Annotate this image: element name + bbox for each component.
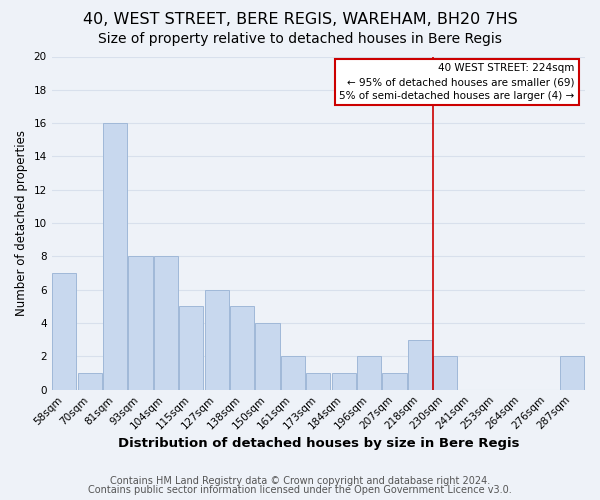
Bar [306, 373, 331, 390]
Bar [230, 306, 254, 390]
Bar [281, 356, 305, 390]
Text: Contains public sector information licensed under the Open Government Licence v3: Contains public sector information licen… [88, 485, 512, 495]
X-axis label: Distribution of detached houses by size in Bere Regis: Distribution of detached houses by size … [118, 437, 519, 450]
Bar [154, 256, 178, 390]
Text: 40 WEST STREET: 224sqm
← 95% of detached houses are smaller (69)
5% of semi-deta: 40 WEST STREET: 224sqm ← 95% of detached… [339, 63, 574, 101]
Bar [357, 356, 381, 390]
Bar [179, 306, 203, 390]
Bar [128, 256, 152, 390]
Text: 40, WEST STREET, BERE REGIS, WAREHAM, BH20 7HS: 40, WEST STREET, BERE REGIS, WAREHAM, BH… [83, 12, 517, 28]
Bar [382, 373, 407, 390]
Bar [433, 356, 457, 390]
Bar [332, 373, 356, 390]
Bar [77, 373, 102, 390]
Bar [256, 323, 280, 390]
Bar [103, 123, 127, 390]
Text: Size of property relative to detached houses in Bere Regis: Size of property relative to detached ho… [98, 32, 502, 46]
Y-axis label: Number of detached properties: Number of detached properties [15, 130, 28, 316]
Bar [205, 290, 229, 390]
Bar [560, 356, 584, 390]
Bar [52, 273, 76, 390]
Bar [408, 340, 432, 390]
Text: Contains HM Land Registry data © Crown copyright and database right 2024.: Contains HM Land Registry data © Crown c… [110, 476, 490, 486]
